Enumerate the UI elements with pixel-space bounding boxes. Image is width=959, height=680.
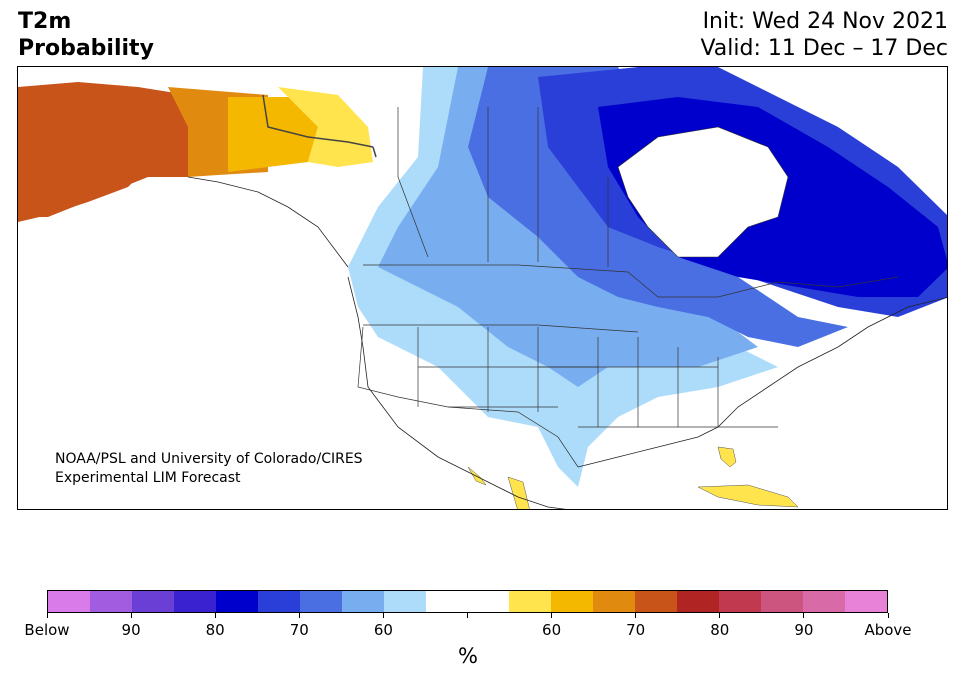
colorbar-segment bbox=[299, 591, 342, 612]
probability-map bbox=[17, 66, 948, 510]
baja-warm bbox=[467, 466, 487, 486]
hudson-bay bbox=[617, 126, 789, 258]
florida-warm bbox=[717, 446, 737, 468]
colorbar-segment bbox=[635, 591, 678, 612]
colorbar-tick-label: 90 bbox=[121, 621, 141, 639]
colorbar-tick-label: 60 bbox=[373, 621, 393, 639]
colorbar-segment bbox=[173, 591, 216, 612]
colorbar-tick-label: Above bbox=[864, 621, 912, 639]
colorbar-segment bbox=[593, 591, 636, 612]
coastlines bbox=[187, 176, 947, 509]
aleutian-islands bbox=[18, 177, 138, 222]
colorbar-unit: % bbox=[458, 644, 478, 668]
colorbar-segment bbox=[48, 591, 90, 612]
colorbar-tick bbox=[635, 613, 637, 618]
valid-dates: Valid: 11 Dec – 17 Dec bbox=[700, 36, 948, 61]
title-type: Probability bbox=[18, 36, 154, 61]
cuba-warm bbox=[697, 484, 799, 508]
colorbar-tick-label: 70 bbox=[626, 621, 646, 639]
credit-text: NOAA/PSL and University of Colorado/CIRE… bbox=[55, 450, 363, 488]
colorbar-tick bbox=[382, 613, 384, 618]
colorbar-tick bbox=[719, 613, 721, 618]
region-above-70 bbox=[18, 82, 188, 217]
colorbar-tick-label: 80 bbox=[205, 621, 225, 639]
colorbar-tick bbox=[803, 613, 805, 618]
colorbar-segment bbox=[215, 591, 258, 612]
colorbar-tick bbox=[467, 613, 468, 618]
colorbar-tick bbox=[130, 613, 132, 618]
mexico-warm bbox=[507, 476, 530, 509]
title-variable: T2m bbox=[18, 9, 72, 34]
political-borders bbox=[357, 107, 899, 468]
colorbar-tick bbox=[887, 613, 889, 618]
alaska-border bbox=[262, 94, 377, 158]
map-title: T2m Probability bbox=[18, 8, 154, 62]
credit-line-1: NOAA/PSL and University of Colorado/CIRE… bbox=[55, 451, 363, 467]
colorbar-segment bbox=[803, 591, 846, 612]
colorbar-segment bbox=[257, 591, 300, 612]
colorbar-tick-label: 60 bbox=[542, 621, 562, 639]
colorbar-segment bbox=[677, 591, 720, 612]
colorbar-segment bbox=[425, 591, 468, 612]
colorbar-segment bbox=[131, 591, 174, 612]
colorbar-tick-label: Below bbox=[24, 621, 70, 639]
colorbar-segment bbox=[509, 591, 552, 612]
map-canvas bbox=[18, 67, 947, 509]
colorbar-segment bbox=[551, 591, 594, 612]
region-above-55 bbox=[228, 97, 318, 172]
colorbar-segment bbox=[845, 591, 888, 612]
colorbar-segment bbox=[719, 591, 762, 612]
colorbar-segment bbox=[89, 591, 132, 612]
colorbar-tick-label: 80 bbox=[710, 621, 730, 639]
colorbar-tick-label: 90 bbox=[794, 621, 814, 639]
colorbar-segment bbox=[383, 591, 426, 612]
colorbar-tick bbox=[298, 613, 300, 618]
region-above-50 bbox=[278, 87, 373, 167]
credit-line-2: Experimental LIM Forecast bbox=[55, 470, 241, 486]
colorbar-tick bbox=[551, 613, 553, 618]
forecast-dates: Init: Wed 24 Nov 2021 Valid: 11 Dec – 17… bbox=[700, 8, 948, 62]
colorbar-segment bbox=[467, 591, 510, 612]
colorbar bbox=[47, 590, 888, 613]
init-date: Init: Wed 24 Nov 2021 bbox=[702, 9, 948, 34]
colorbar-tick bbox=[214, 613, 216, 618]
colorbar-segment bbox=[761, 591, 804, 612]
colorbar-tick bbox=[46, 613, 48, 618]
colorbar-segment bbox=[341, 591, 384, 612]
colorbar-tick-label: 70 bbox=[289, 621, 309, 639]
